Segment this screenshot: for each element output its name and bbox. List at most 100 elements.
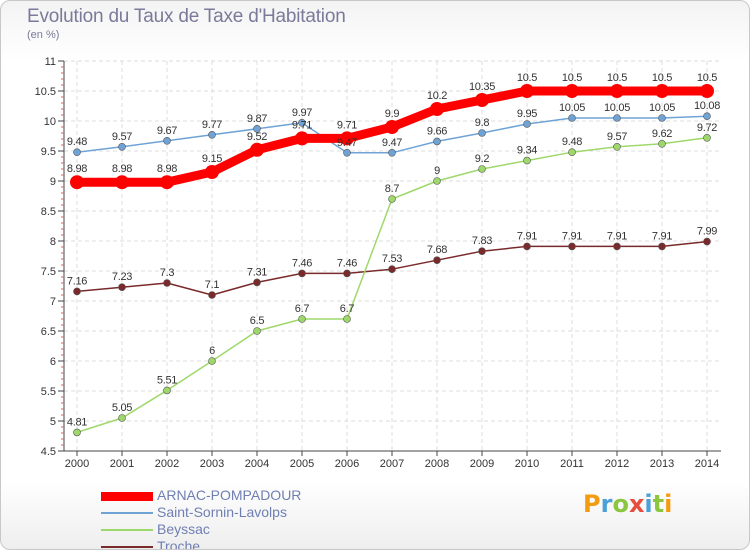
logo-letter: i (664, 490, 673, 518)
data-point (613, 242, 621, 251)
data-label: 7.1 (205, 279, 220, 291)
data-label: 10.5 (652, 72, 672, 84)
y-tick-label: 10 (44, 116, 56, 128)
data-point (385, 120, 399, 134)
data-label: 10.5 (607, 72, 627, 84)
data-point (658, 242, 666, 251)
data-label: 9.87 (247, 113, 267, 125)
proxiti-logo: Proxiti (583, 490, 672, 518)
data-point (250, 142, 264, 157)
data-point (73, 148, 81, 156)
data-label: 7.31 (247, 266, 267, 278)
y-tick-label: 8.5 (41, 206, 56, 218)
data-point (298, 269, 306, 278)
data-label: 5.51 (157, 374, 177, 386)
data-point (475, 93, 489, 107)
data-label: 7.91 (562, 230, 582, 242)
data-point (388, 195, 396, 203)
data-point (568, 242, 576, 251)
data-point (433, 137, 441, 146)
data-label: 10.2 (427, 90, 447, 102)
data-point (523, 156, 531, 165)
legend-item: Troche (101, 538, 361, 550)
data-label: 10.5 (517, 72, 537, 84)
data-point (388, 265, 396, 274)
data-label: 7.16 (67, 275, 87, 287)
data-point (163, 386, 171, 395)
data-point (115, 175, 129, 190)
data-point (163, 279, 171, 287)
data-label: 9.95 (517, 108, 537, 120)
x-tick-label: 2003 (200, 458, 224, 470)
logo-letter: x (628, 490, 645, 518)
data-point (568, 148, 576, 156)
data-label: 9.72 (697, 122, 717, 134)
data-point (703, 134, 711, 142)
data-label: 9.8 (475, 117, 490, 129)
data-point (613, 143, 621, 151)
data-label: 9.67 (157, 125, 177, 137)
data-label: 10.05 (559, 102, 585, 114)
data-point (253, 278, 261, 287)
data-label: 5.05 (112, 402, 132, 414)
x-tick-label: 2002 (155, 458, 179, 470)
y-tick-label: 11 (45, 56, 56, 68)
x-tick-label: 2000 (65, 458, 89, 470)
legend-label: ARNAC-POMPADOUR (157, 487, 302, 503)
data-label: 9.52 (247, 131, 267, 143)
data-label: 7.23 (112, 271, 132, 283)
data-label: 10.5 (697, 72, 717, 84)
data-point (298, 315, 306, 323)
x-tick-label: 2013 (650, 458, 674, 470)
data-point (523, 120, 531, 128)
data-label: 9 (434, 165, 440, 177)
data-label: 10.5 (562, 72, 582, 84)
data-label: 9.47 (382, 137, 402, 149)
y-tick-label: 8 (50, 236, 56, 248)
data-point (700, 84, 714, 98)
data-label: 4.81 (67, 416, 87, 428)
data-point (478, 129, 486, 137)
legend-swatch (101, 529, 153, 531)
y-tick-label: 5 (50, 416, 56, 428)
data-point (703, 112, 711, 120)
data-point (118, 283, 126, 292)
data-label: 7.91 (652, 230, 672, 242)
data-label: 6 (209, 345, 215, 357)
data-label: 10.05 (604, 102, 630, 114)
data-label: 9.34 (517, 145, 537, 157)
data-point (253, 327, 261, 335)
y-tick-label: 7.5 (41, 266, 56, 278)
data-label: 9.57 (607, 131, 627, 143)
data-label: 7.53 (382, 253, 402, 265)
logo-letter: o (612, 490, 629, 518)
data-point (703, 237, 711, 246)
data-label: 7.83 (472, 235, 492, 247)
x-tick-label: 2012 (605, 458, 629, 470)
data-point (73, 287, 81, 296)
data-point (208, 131, 216, 139)
y-tick-label: 4.5 (41, 446, 56, 458)
legend-item: Saint-Sornin-Lavolps (101, 504, 361, 521)
data-point (298, 119, 306, 127)
data-label: 9.47 (337, 137, 357, 149)
data-label: 10.08 (694, 100, 720, 112)
x-tick-label: 2010 (515, 458, 539, 470)
data-label: 7.91 (517, 230, 537, 242)
data-label: 9.66 (427, 125, 447, 137)
data-point (208, 357, 216, 365)
x-tick-label: 2005 (290, 458, 314, 470)
legend-label: Beyssac (157, 521, 210, 537)
data-point (658, 140, 666, 148)
legend-swatch (101, 546, 153, 548)
data-label: 7.46 (292, 257, 312, 269)
data-point (658, 114, 666, 122)
legend-label: Troche (157, 538, 201, 550)
data-label: 8.7 (385, 183, 400, 195)
data-label: 8.98 (67, 163, 87, 175)
data-point (610, 84, 624, 98)
data-point (655, 84, 669, 98)
data-label: 7.68 (427, 244, 447, 256)
data-point (205, 165, 219, 179)
